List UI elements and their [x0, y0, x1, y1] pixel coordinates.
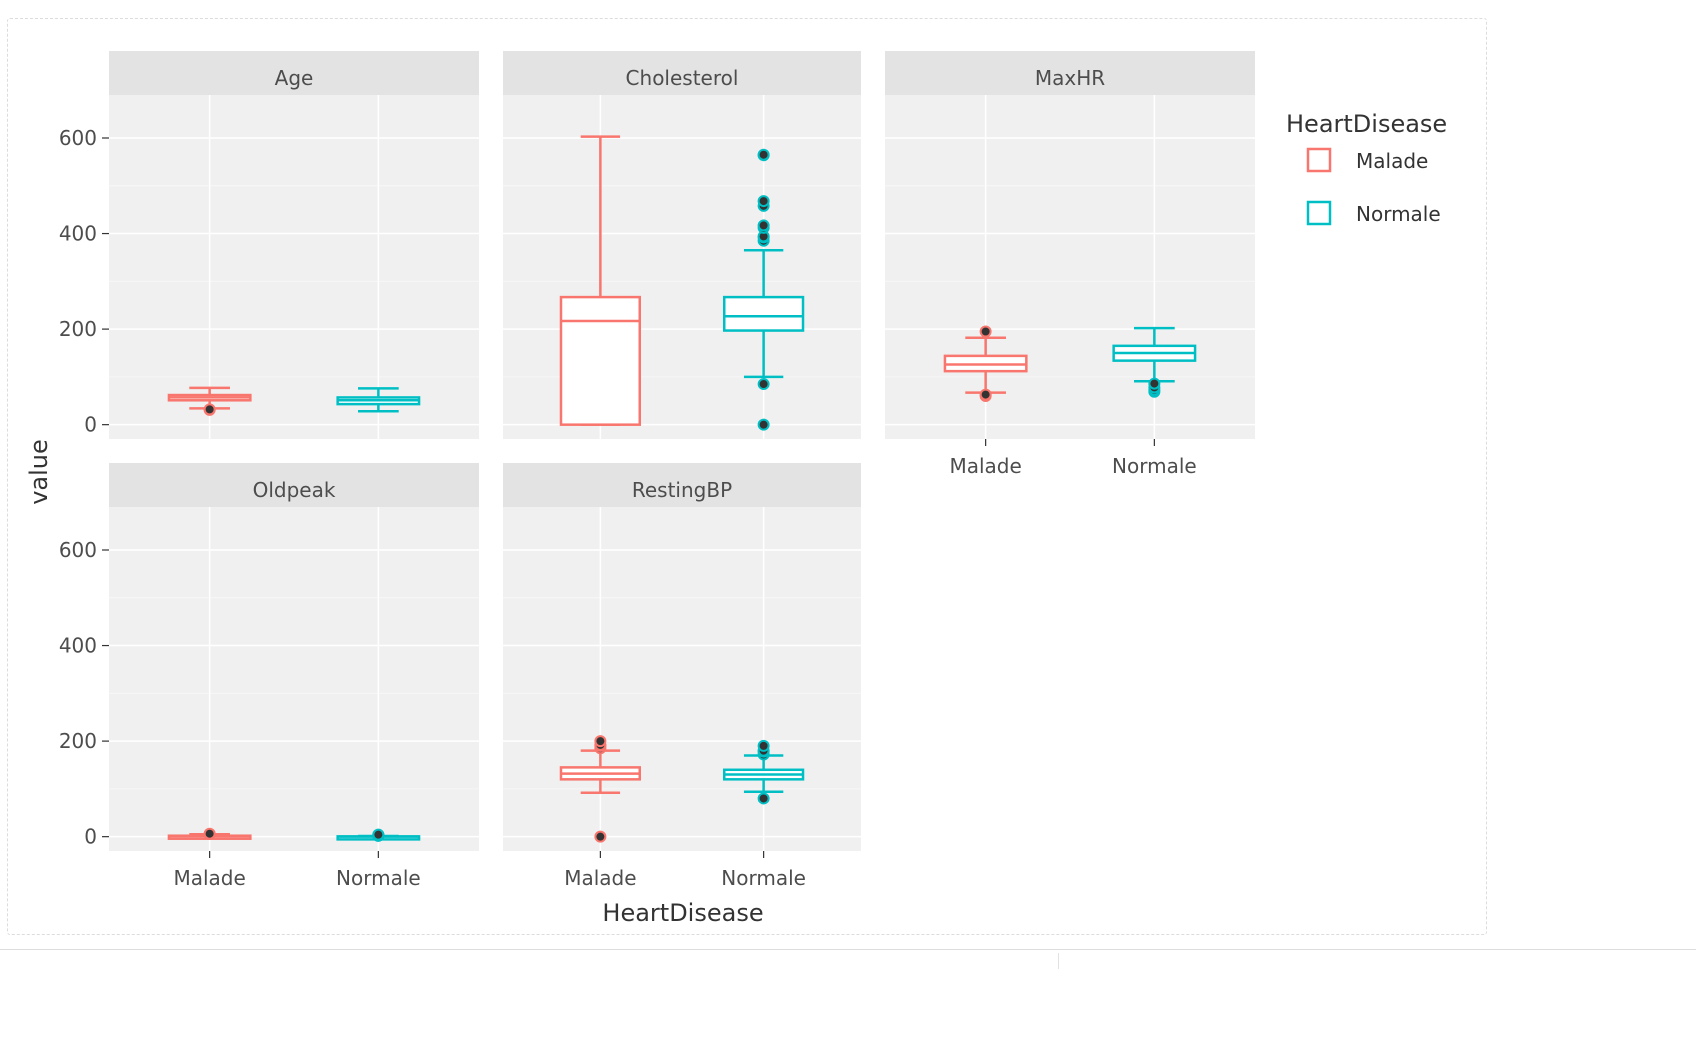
boxplot-oldpeak-malade [167, 827, 252, 840]
outlier-point [372, 828, 385, 841]
boxplot-cholesterol-normale [722, 148, 805, 431]
panel-oldpeak: Oldpeak 0 200 400 600 Malade Normale [59, 463, 479, 890]
panel-cholesterol: Cholesterol [503, 51, 861, 439]
panel-background-restingbp [503, 507, 861, 851]
legend-key-malade [1306, 147, 1332, 173]
panel-strip-restingbp [503, 463, 861, 507]
panel-title-cholesterol: Cholesterol [626, 66, 739, 90]
boxplot-maxhr-malade [943, 325, 1028, 402]
x-tick-label-normale: Normale [336, 866, 421, 890]
x-tick-label-normale: Normale [721, 866, 806, 890]
boxplot-age-normale [336, 387, 421, 413]
x-axis-title: HeartDisease [602, 899, 763, 927]
panel-age: Age 0 200 400 600 [59, 51, 479, 439]
outlier-point [757, 195, 770, 208]
panel-title-age: Age [275, 66, 314, 90]
outlier-point [757, 739, 770, 752]
outlier-point [979, 325, 992, 338]
panel-strip-cholesterol [503, 51, 861, 95]
y-tick-label: 600 [59, 126, 97, 150]
panel-title-oldpeak: Oldpeak [253, 478, 336, 502]
panel-background-maxhr [885, 95, 1255, 439]
boxplot-restingbp-normale [722, 739, 805, 805]
panel-title-maxhr: MaxHR [1035, 66, 1105, 90]
outlier-point [757, 792, 770, 805]
legend: HeartDisease Malade Normale [1286, 110, 1447, 226]
panel-strip-maxhr [885, 51, 1255, 95]
facet-panels: Age 0 200 400 600 Cholesterol MaxHR Malade Norma… [59, 51, 1255, 890]
outlier-point [594, 735, 607, 748]
outlier-point [594, 830, 607, 843]
panel-strip-age [109, 51, 479, 95]
legend-key-normale [1306, 200, 1332, 226]
boxplot-maxhr-normale [1112, 326, 1197, 398]
outlier-point [203, 403, 216, 416]
box-iqr [559, 295, 642, 426]
outlier-point [757, 219, 770, 232]
y-tick-label: 600 [59, 538, 97, 562]
legend-label-malade: Malade [1356, 149, 1428, 173]
y-tick-label: 400 [59, 222, 97, 246]
outlier-point [1148, 377, 1161, 390]
boxplot-cholesterol-malade [559, 135, 642, 426]
boxplot-age-malade [167, 386, 252, 416]
boxplot-oldpeak-normale [336, 828, 421, 842]
y-tick-label: 200 [59, 317, 97, 341]
x-tick-label-malade: Malade [564, 866, 636, 890]
panel-background-cholesterol [503, 95, 861, 439]
y-tick-label: 200 [59, 729, 97, 753]
panel-restingbp: RestingBP Malade Normale [503, 463, 861, 890]
y-axis-title: value [25, 439, 53, 505]
y-tick-label: 0 [84, 825, 97, 849]
x-tick-label-malade: Malade [173, 866, 245, 890]
bottom-divider [0, 949, 1696, 950]
bottom-divider-tick [1058, 953, 1059, 969]
outlier-point [757, 418, 770, 431]
panel-maxhr: MaxHR Malade Normale [885, 51, 1255, 478]
plot-frame [7, 18, 1487, 935]
boxplot-restingbp-malade [559, 735, 642, 843]
panel-background-oldpeak [109, 507, 479, 851]
outlier-point [203, 827, 216, 840]
y-tick-label: 400 [59, 634, 97, 658]
x-tick-label-normale: Normale [1112, 454, 1197, 478]
box-iqr [722, 295, 805, 332]
outlier-point [979, 388, 992, 401]
y-tick-label: 0 [84, 413, 97, 437]
panel-strip-oldpeak [109, 463, 479, 507]
panel-background-age [109, 95, 479, 439]
legend-label-normale: Normale [1356, 202, 1441, 226]
x-tick-label-malade: Malade [949, 454, 1021, 478]
panel-title-restingbp: RestingBP [632, 478, 732, 502]
outlier-point [757, 148, 770, 161]
outlier-point [757, 378, 770, 391]
legend-title: HeartDisease [1286, 110, 1447, 138]
